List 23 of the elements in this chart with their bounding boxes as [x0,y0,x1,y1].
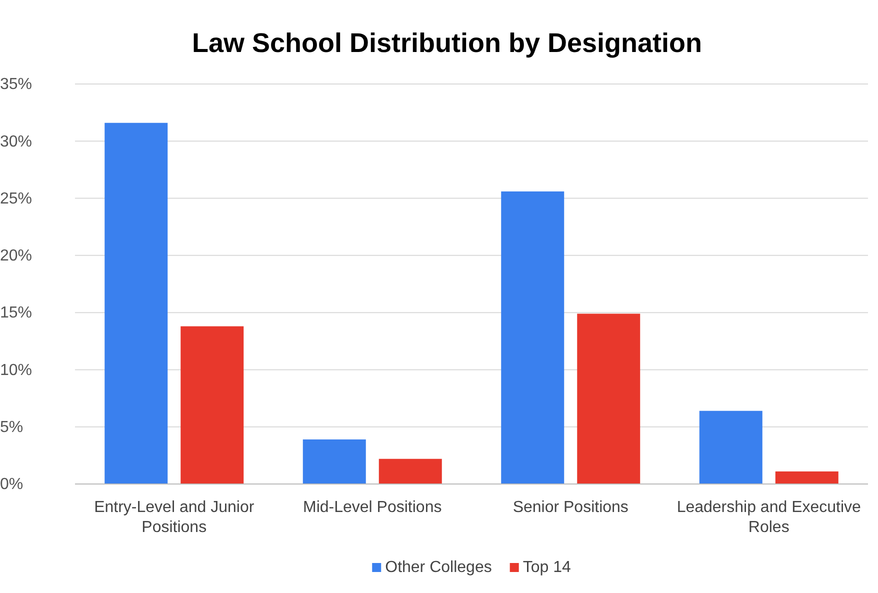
bar [180,326,244,484]
chart-title: Law School Distribution by Designation [192,28,702,58]
bar [699,410,762,484]
y-tick-label: 10% [0,362,32,379]
y-tick-label: 5% [0,418,24,436]
y-tick-label: 15% [0,304,32,322]
bar [104,122,168,484]
x-tick-label: Entry-Level and Junior Positions [94,499,255,536]
y-tick-label: 0% [0,476,24,494]
bar [577,314,640,484]
bar [775,471,838,484]
y-tick-label: 25% [0,190,32,208]
y-tick-label: 30% [0,133,32,150]
x-tick-label: Mid-Level Positions [303,499,442,516]
bar [302,439,366,484]
y-tick-label: 20% [0,248,32,265]
x-tick-label: Senior Positions [512,499,628,516]
bar [501,191,564,484]
legend-label: Other Colleges [385,559,492,576]
legend-label: Top 14 [522,559,571,576]
bar [378,458,442,484]
x-tick-label: Leadership and Executive Roles [676,499,862,536]
y-tick-label: 35% [0,76,32,94]
